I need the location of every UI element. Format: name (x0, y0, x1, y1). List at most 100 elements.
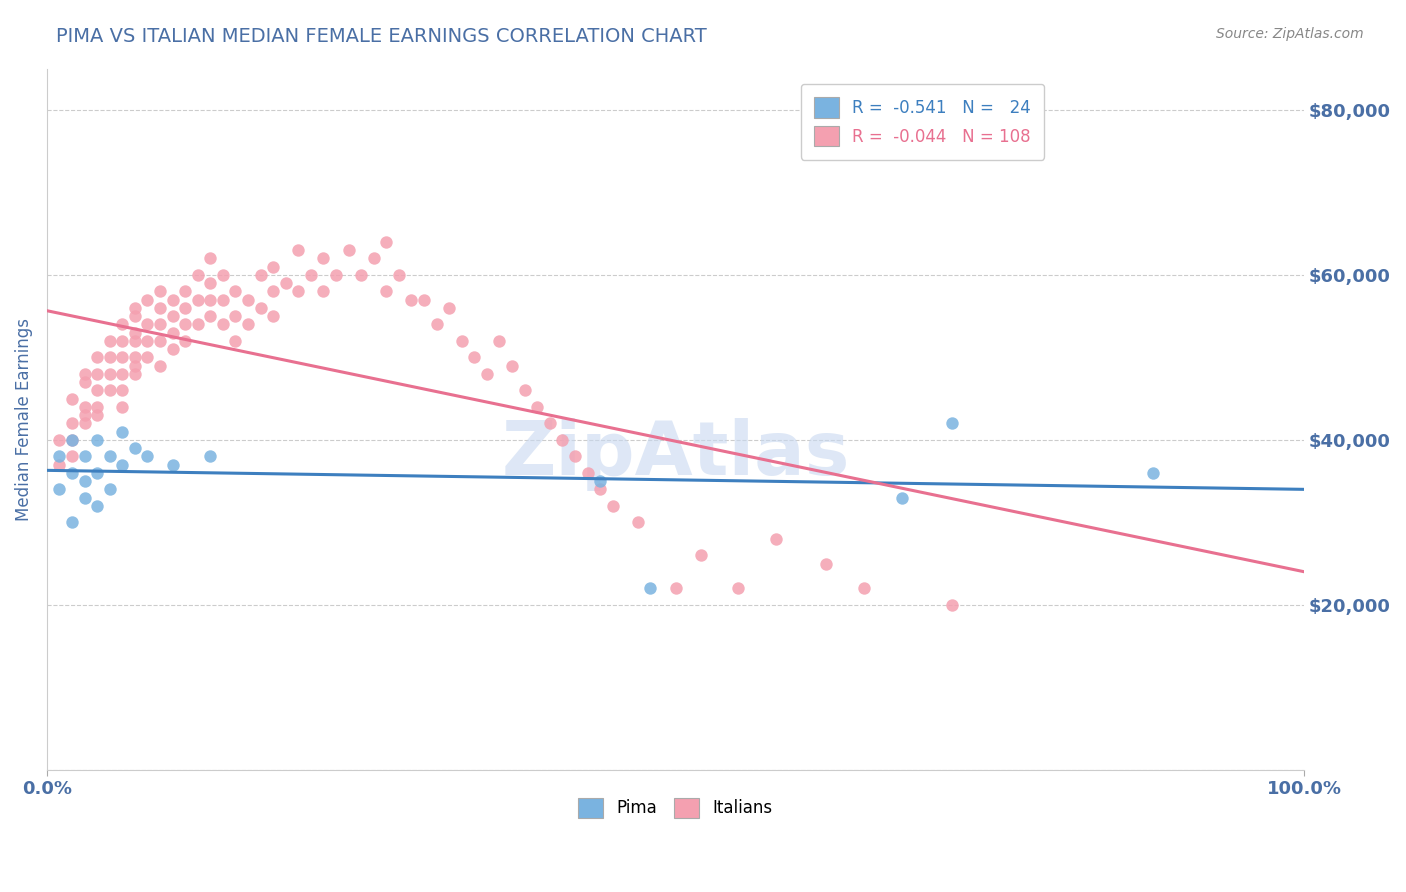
Point (136, 334, 159, 348)
Point (337, 243, 360, 257)
Point (627, 516, 650, 530)
Point (98, 351, 121, 365)
Point (86, 408, 108, 422)
Text: Source: ZipAtlas.com: Source: ZipAtlas.com (1216, 27, 1364, 41)
Point (564, 450, 586, 464)
Point (86, 384, 108, 398)
Point (426, 318, 449, 332)
Point (200, 309, 222, 323)
Point (375, 285, 398, 299)
Point (98, 483, 121, 497)
Y-axis label: Median Female Earnings: Median Female Earnings (15, 318, 32, 521)
Point (551, 433, 574, 447)
Point (853, 582, 876, 596)
Point (149, 359, 172, 373)
Point (941, 417, 963, 431)
Point (287, 285, 309, 299)
Point (388, 268, 411, 282)
Point (149, 318, 172, 332)
Point (98, 384, 121, 398)
Point (73, 450, 96, 464)
Point (890, 491, 912, 505)
Point (111, 458, 134, 472)
Point (124, 367, 146, 381)
Point (111, 318, 134, 332)
Point (526, 400, 548, 414)
Point (488, 334, 510, 348)
Point (73, 408, 96, 422)
Point (325, 268, 347, 282)
Point (111, 334, 134, 348)
Point (312, 252, 335, 266)
Point (224, 334, 246, 348)
Point (124, 351, 146, 365)
Point (86, 400, 108, 414)
Point (589, 483, 612, 497)
Point (501, 359, 523, 373)
Point (86, 351, 108, 365)
Point (375, 235, 398, 249)
Point (212, 293, 235, 307)
Point (136, 450, 159, 464)
Point (589, 474, 612, 488)
Point (262, 309, 284, 323)
Point (136, 318, 159, 332)
Point (299, 268, 322, 282)
Point (200, 293, 222, 307)
Point (437, 301, 460, 315)
Point (60, 466, 83, 480)
Point (48, 483, 70, 497)
Point (727, 582, 749, 596)
Point (187, 268, 209, 282)
Point (262, 260, 284, 274)
Point (73, 375, 96, 389)
Point (463, 351, 485, 365)
Point (136, 293, 159, 307)
Point (60, 433, 83, 447)
Point (538, 417, 561, 431)
Point (73, 367, 96, 381)
Point (576, 466, 599, 480)
Point (124, 326, 146, 340)
Point (236, 318, 259, 332)
Point (111, 367, 134, 381)
Point (162, 342, 184, 356)
Legend: Pima, Italians: Pima, Italians (572, 791, 779, 825)
Point (513, 384, 536, 398)
Point (162, 309, 184, 323)
Point (640, 582, 662, 596)
Point (73, 417, 96, 431)
Point (60, 417, 83, 431)
Point (174, 301, 197, 315)
Point (200, 252, 222, 266)
Point (60, 516, 83, 530)
Point (73, 400, 96, 414)
Point (60, 433, 83, 447)
Point (98, 334, 121, 348)
Point (98, 367, 121, 381)
Point (312, 285, 335, 299)
Point (174, 285, 197, 299)
Point (86, 367, 108, 381)
Point (224, 309, 246, 323)
Point (149, 334, 172, 348)
Point (236, 293, 259, 307)
Point (765, 532, 787, 546)
Point (111, 384, 134, 398)
Point (124, 334, 146, 348)
Point (174, 334, 197, 348)
Point (262, 285, 284, 299)
Point (73, 474, 96, 488)
Point (124, 359, 146, 373)
Point (249, 268, 271, 282)
Point (86, 499, 108, 513)
Point (475, 367, 498, 381)
Point (124, 309, 146, 323)
Point (941, 598, 963, 612)
Point (86, 433, 108, 447)
Point (413, 293, 436, 307)
Point (162, 458, 184, 472)
Point (815, 557, 838, 571)
Point (200, 450, 222, 464)
Point (111, 400, 134, 414)
